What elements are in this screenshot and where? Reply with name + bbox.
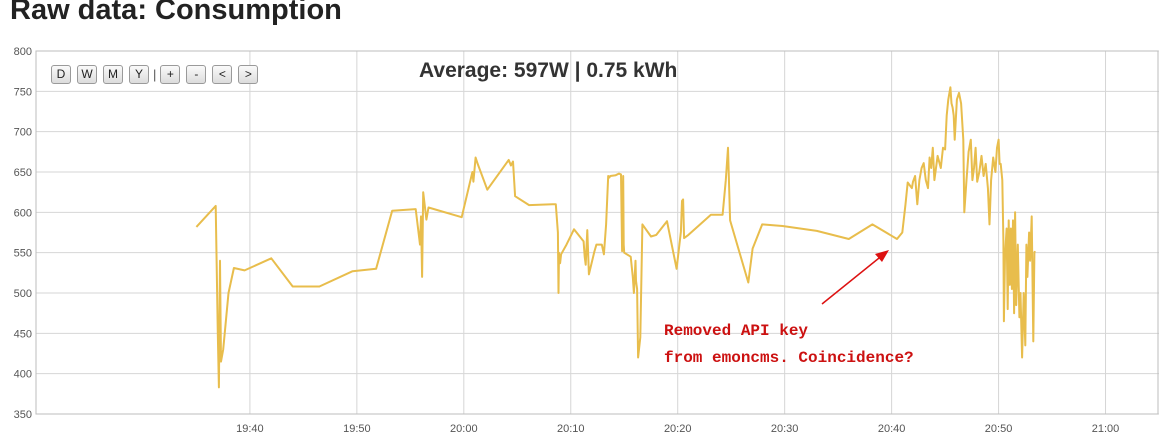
- y-tick-label: 500: [14, 288, 32, 300]
- y-tick-label: 400: [14, 369, 32, 381]
- annotation-line-1: Removed API key: [664, 322, 809, 340]
- y-tick-label: 550: [14, 248, 32, 260]
- chart-tick-labels: 350 400 450 500 550 600 650 700 750 800 19:40 19:50…: [14, 46, 1120, 435]
- x-tick-label: 19:40: [236, 423, 264, 435]
- y-tick-label: 600: [14, 207, 32, 219]
- x-tick-label: 20:10: [557, 423, 585, 435]
- x-tick-label: 20:40: [878, 423, 906, 435]
- week-button[interactable]: W: [77, 65, 97, 84]
- annotation-arrow-head: [875, 250, 889, 262]
- x-tick-label: 19:50: [343, 423, 371, 435]
- x-tick-label: 20:00: [450, 423, 478, 435]
- pan-left-button[interactable]: <: [212, 65, 233, 84]
- plot-frame: [35, 50, 1159, 415]
- x-tick-label: 20:30: [771, 423, 799, 435]
- year-button[interactable]: Y: [129, 65, 149, 84]
- annotation-text: Removed API key from emoncms. Coincidenc…: [664, 318, 914, 372]
- consumption-chart: 350 400 450 500 550 600 650 700 750 800 19:40 19:50…: [14, 46, 1159, 435]
- y-tick-label: 450: [14, 328, 32, 340]
- annotation-arrow: [821, 250, 889, 305]
- y-tick-label: 750: [14, 86, 32, 98]
- chart-toolbar: D W M Y | + - < >: [51, 65, 259, 84]
- zoom-in-button[interactable]: +: [160, 65, 181, 84]
- chart-grid: [35, 50, 1159, 415]
- x-tick-label: 20:20: [664, 423, 692, 435]
- y-tick-label: 650: [14, 167, 32, 179]
- zoom-out-button[interactable]: -: [186, 65, 207, 84]
- toolbar-separator: |: [153, 67, 157, 82]
- month-button[interactable]: M: [103, 65, 123, 84]
- chart-series-layer: [195, 86, 1036, 389]
- page-title: Raw data: Consumption: [10, 0, 342, 26]
- x-tick-label: 21:00: [1092, 423, 1120, 435]
- series-line: [195, 86, 1036, 389]
- average-readout: Average: 597W | 0.75 kWh: [419, 59, 678, 82]
- day-button[interactable]: D: [51, 65, 71, 84]
- annotation-line-2: from emoncms. Coincidence?: [664, 349, 914, 367]
- y-tick-label: 700: [14, 127, 32, 139]
- pan-right-button[interactable]: >: [238, 65, 259, 84]
- y-tick-label: 350: [14, 409, 32, 421]
- y-tick-label: 800: [14, 46, 32, 58]
- annotation-arrow-shaft: [821, 253, 885, 305]
- x-tick-label: 20:50: [985, 423, 1013, 435]
